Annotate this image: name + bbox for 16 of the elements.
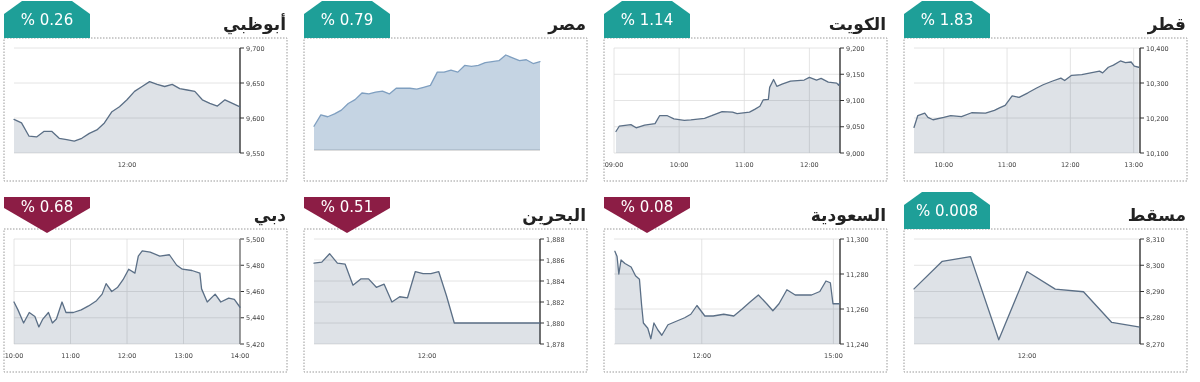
chart-title: الكويت [828,14,886,35]
chart-title: دبي [253,205,287,226]
text: % 0.008 [916,202,978,220]
chart-title: السعودية [810,205,886,226]
chart-title: البحرين [522,205,586,226]
text: % 0.08 [620,198,674,216]
text: % 0.51 [320,198,374,216]
text: % 0.68 [20,198,74,216]
text: % 0.26 [20,11,74,29]
text: % 1.83 [920,11,974,29]
chart-title: أبوظبي [222,13,286,35]
text: % 0.79 [320,11,374,29]
text: % 1.14 [620,11,674,29]
chart-title: مسقط [1127,205,1186,225]
chart-title: قطر [1146,14,1186,35]
chart-title: مصر [547,14,586,35]
